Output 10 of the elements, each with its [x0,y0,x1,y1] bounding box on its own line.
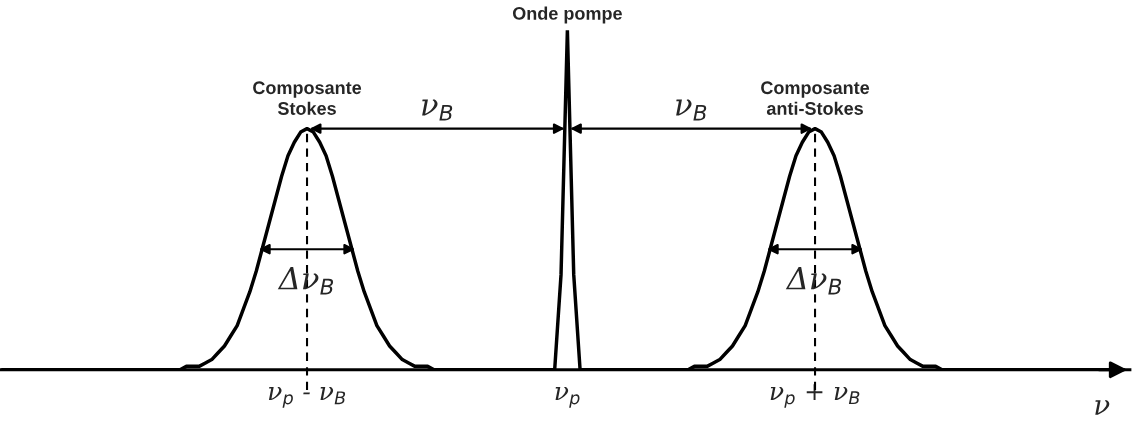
x-tick-label: ν$_{p}$ - ν$_{B}$ [268,387,346,408]
annotation: Δν$_{B}$ [277,267,334,295]
annotation: ν$_{B}$ [422,99,453,121]
text: Onde pompe [512,6,622,24]
annotation: Composante anti-Stokes [761,81,870,115]
annotation: Δν$_{B}$ [785,267,842,295]
annotation: Composante Stokes [253,81,362,115]
x-tick-label: ν$_{p}$ [555,387,580,408]
annotation: ν$_{B}$ [676,99,707,121]
x-axis-title: ν [1095,400,1110,415]
